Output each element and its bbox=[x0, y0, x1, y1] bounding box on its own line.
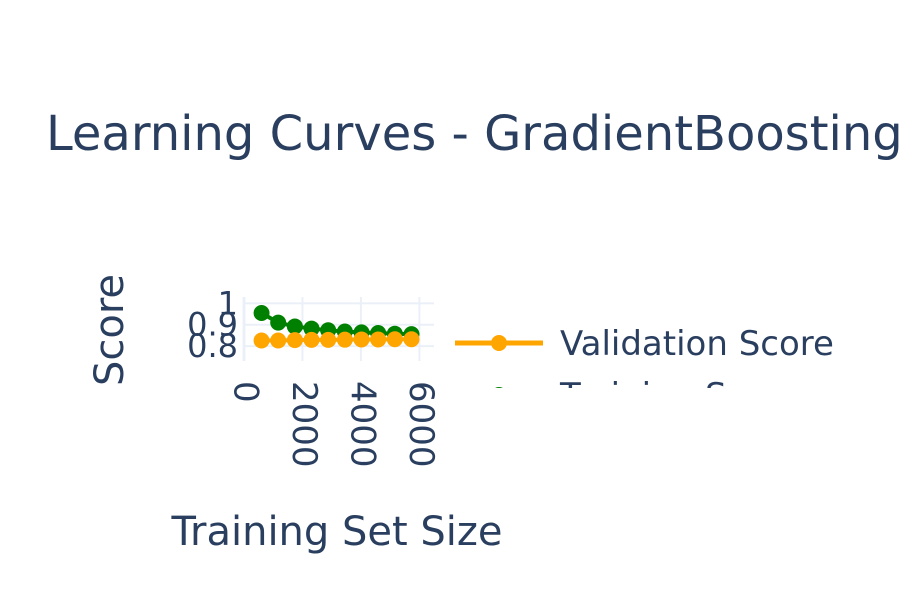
data-point bbox=[270, 332, 287, 349]
x-axis-ticks: 0 2000 4000 6000 bbox=[226, 381, 441, 468]
data-point bbox=[286, 332, 303, 349]
series-line bbox=[260, 311, 412, 337]
data-point bbox=[336, 331, 353, 348]
y-axis-ticks: 0.80.91 bbox=[187, 284, 238, 365]
data-point bbox=[370, 331, 387, 348]
legend-marker bbox=[491, 335, 507, 351]
x-tick-label: 6000 bbox=[401, 381, 441, 468]
legend: Validation Score Training Score bbox=[455, 324, 834, 416]
y-tick-label: 1 bbox=[218, 284, 238, 322]
x-tick-label: 0 bbox=[226, 381, 266, 403]
data-point bbox=[286, 318, 303, 335]
data-point bbox=[253, 332, 270, 349]
y-tick-label: 0.9 bbox=[187, 306, 238, 344]
data-point bbox=[253, 305, 270, 321]
legend-marker bbox=[495, 387, 503, 388]
legend-label: Training Score bbox=[559, 376, 800, 416]
chart-title: Learning Curves - GradientBoostingClassi… bbox=[46, 106, 900, 162]
y-tick-label: 0.8 bbox=[187, 327, 238, 365]
series-group bbox=[253, 331, 420, 349]
x-tick-label: 4000 bbox=[342, 381, 382, 468]
data-point bbox=[303, 320, 320, 337]
data-point bbox=[353, 331, 370, 348]
y-axis-title: Score bbox=[87, 274, 133, 386]
data-point bbox=[320, 331, 337, 348]
x-tick-label: 2000 bbox=[284, 381, 324, 468]
data-point bbox=[270, 314, 287, 331]
series-layer bbox=[253, 305, 420, 349]
plot-area: 0 2000 4000 6000 0.80.91 bbox=[187, 284, 441, 467]
legend-label: Validation Score bbox=[560, 324, 834, 364]
data-point bbox=[403, 331, 420, 348]
x-axis-title: Training Set Size bbox=[170, 509, 502, 555]
data-point bbox=[386, 331, 403, 348]
series-line bbox=[261, 337, 412, 343]
data-point bbox=[303, 331, 320, 348]
